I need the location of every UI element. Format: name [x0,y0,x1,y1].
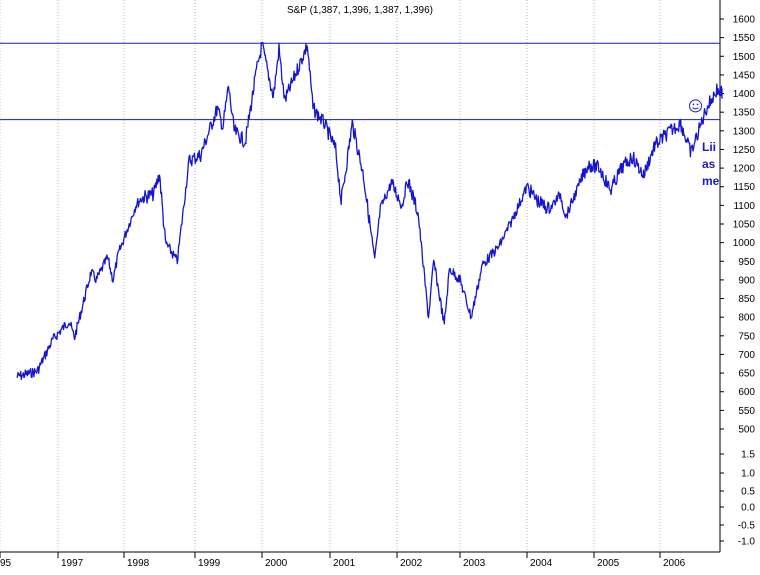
x-tick-label: 1997 [61,558,84,569]
y-tick-label: 1600 [733,15,756,26]
y-tick-label: 750 [738,331,755,342]
x-tick-label: 1999 [198,558,221,569]
y-tick-label: 650 [738,369,755,380]
x-tick-label: 95 [0,558,12,569]
y-tick-label-lower: -0.5 [738,521,756,532]
y-tick-label: 1250 [733,145,756,156]
y-tick-label: 600 [738,387,755,398]
smiley-eye-left [692,103,695,106]
y-tick-label: 1000 [733,238,756,249]
x-tick-label: 2006 [663,558,686,569]
note-line-2: as [702,157,716,171]
y-tick-label: 1100 [733,201,755,212]
x-tick-label: 2000 [265,558,288,569]
chart-title: S&P (1,387, 1,396, 1,387, 1,396) [287,5,433,16]
y-tick-label: 1400 [733,89,756,100]
x-tick-label: 2003 [463,558,486,569]
x-tick-label: 2001 [333,558,356,569]
smiley-icon [689,99,702,113]
x-tick-label: 2002 [400,558,423,569]
note-line-3: me [702,174,720,188]
y-tick-label: 1500 [733,52,756,63]
price-line [16,41,723,380]
y-tick-label: 1050 [733,220,756,231]
y-tick-label: 500 [738,425,755,436]
y-tick-label: 1300 [733,126,756,137]
y-tick-label: 550 [738,406,755,417]
y-tick-label-lower: 1.5 [741,450,755,461]
y-tick-label: 950 [738,257,755,268]
x-tick-label: 2004 [530,558,553,569]
x-tick-label: 1998 [127,558,150,569]
y-tick-label: 1550 [733,33,756,44]
y-tick-label: 1150 [733,182,755,193]
y-tick-label: 850 [738,294,755,305]
smiley-eye-right [696,103,699,106]
smiley-mouth [692,107,699,110]
y-tick-label-lower: -1.0 [738,537,756,548]
y-tick-label: 700 [738,350,755,361]
x-tick-label: 2005 [597,558,620,569]
note-line-1: Lii [702,140,716,154]
y-tick-label-lower: 0.5 [741,487,755,498]
y-tick-label: 800 [738,313,755,324]
y-tick-label: 1450 [733,70,756,81]
y-tick-label-lower: 0.0 [741,503,755,514]
y-tick-label: 1200 [733,164,756,175]
y-tick-label: 1350 [733,108,756,119]
y-tick-label-lower: 1.0 [741,469,755,480]
y-tick-label: 900 [738,275,755,286]
